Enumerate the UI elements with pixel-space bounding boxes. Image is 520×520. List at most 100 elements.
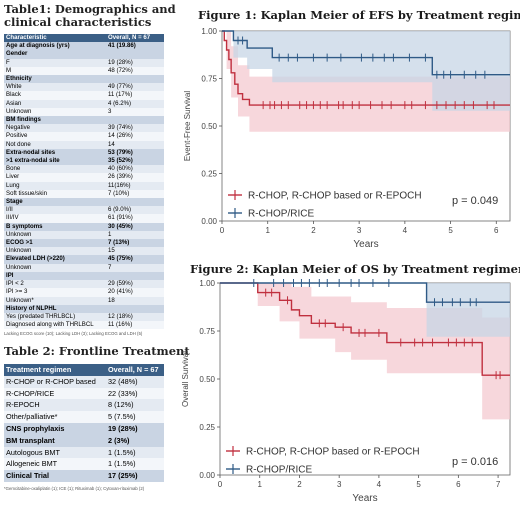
table1-row: Unknown 3 <box>4 107 164 117</box>
table1-row-label: IPI < 2 <box>4 280 106 289</box>
table1-row-value <box>106 50 164 59</box>
table2-row-value: 17 (25%) <box>106 470 164 482</box>
table1-row-label: Extra-nodal sites <box>4 148 106 158</box>
os-y-tick-label: 0.25 <box>199 423 215 432</box>
table1-row-label: Asian <box>4 99 106 108</box>
table2-row-label: Treatment regimen <box>4 364 106 376</box>
os-ci-band-blue <box>220 283 510 337</box>
table1-row: Yes (predated THRLBCL) 12 (18%) <box>4 312 164 322</box>
table1-row: B symptoms 30 (45%) <box>4 222 164 231</box>
table1-row-label: Stage <box>4 198 106 207</box>
table1-row-label: Ethnicity <box>4 75 106 84</box>
table1-title-line2: clinical characteristics <box>4 15 152 29</box>
table2-title: Table 2: Frontline Treatment <box>4 344 190 358</box>
table2-row: R-CHOP or R-CHOP based 32 (48%) <box>4 375 164 388</box>
table1-row-value: Overall, N = 67 <box>106 34 164 43</box>
table1-row-value: 7 <box>106 263 164 272</box>
table1-row: III/IV 61 (91%) <box>4 214 164 223</box>
table2-row: Autologous BMT 1 (1.5%) <box>4 446 164 459</box>
table1-row: Extra-nodal sites 53 (79%) <box>4 148 164 158</box>
table1-row-label: Lung <box>4 181 106 190</box>
table1-row-value: 14 <box>106 140 164 149</box>
table1-row: I/II 6 (9.0%) <box>4 206 164 215</box>
efs-x-tick-label: 2 <box>311 226 316 235</box>
table1-row: Bone 40 (60%) <box>4 165 164 174</box>
table2-row-label: Other/palliative* <box>4 411 106 423</box>
table1-row: Unknown 7 <box>4 263 164 272</box>
table2-row-value: Overall, N = 67 <box>106 364 164 376</box>
table1-row-value: 7 (10%) <box>106 189 164 199</box>
table1-row: Unknown 15 <box>4 247 164 256</box>
table2-row-value: 5 (7.5%) <box>106 411 164 423</box>
os-x-tick-label: 1 <box>257 480 262 489</box>
table2-row-value: 8 (12%) <box>106 399 164 412</box>
table2-row-label: CNS prophylaxis <box>4 422 106 435</box>
efs-line-red <box>222 30 510 106</box>
table1-row-value <box>106 116 164 125</box>
table1-row-label: Unknown <box>4 107 106 117</box>
table2-row-value: 1 (1.5%) <box>106 458 164 471</box>
table2-row: Clinical Trial 17 (25%) <box>4 470 164 482</box>
table1-row-value: 45 (75%) <box>106 255 164 264</box>
table1-row-value <box>106 271 164 281</box>
table1-row-value: 3 <box>106 107 164 117</box>
table1-row-label: Characteristic <box>4 34 106 43</box>
os-y-tick-label: 0.50 <box>199 375 215 384</box>
table1-row: Negative 39 (74%) <box>4 124 164 133</box>
table1-row-value: 39 (74%) <box>106 124 164 133</box>
table1-row-value: 1 <box>106 230 164 240</box>
table1-row-label: History of NLPHL <box>4 304 106 313</box>
table1-row: >1 extra-nodal site 35 (52%) <box>4 157 164 166</box>
table1-row-value: 40 (60%) <box>106 165 164 174</box>
efs-y-tick-label: 1.00 <box>201 27 217 36</box>
os-x-axis-label: Years <box>352 493 377 504</box>
table2-row: Treatment regimen Overall, N = 67 <box>4 364 164 376</box>
table1-row-label: IPI <box>4 271 106 281</box>
table1-row-label: III/IV <box>4 214 106 223</box>
table2-row-label: R-EPOCH <box>4 399 106 412</box>
table1-row-value <box>106 198 164 207</box>
efs-legend-label-blue: R-CHOP/RICE <box>248 209 314 220</box>
table1-row-label: Unknown <box>4 247 106 256</box>
table2-row: R-CHOP/RICE 22 (33%) <box>4 387 164 400</box>
table1-row: Liver 26 (39%) <box>4 173 164 182</box>
table1-row-value: 53 (79%) <box>106 148 164 158</box>
table1-row-label: F <box>4 58 106 67</box>
table1-row-value: 48 (72%) <box>106 66 164 76</box>
table1-row-label: Diagnosed along with THRLBCL <box>4 321 106 330</box>
table1-row-label: Age at diagnosis (yrs) <box>4 42 106 51</box>
os-x-tick-label: 6 <box>456 480 461 489</box>
table1-row-value: 29 (59%) <box>106 280 164 289</box>
os-y-axis-label: Overall Survival <box>181 351 190 407</box>
table1-row-value: 49 (77%) <box>106 83 164 92</box>
table1-row-value: 6 (9.0%) <box>106 206 164 215</box>
table1-row-value: 41 (19.86) <box>106 42 164 51</box>
table1-row-value <box>106 304 164 313</box>
table1-row: IPI <box>4 271 164 281</box>
table1-row: Lung 11(16%) <box>4 181 164 190</box>
table1-row: M 48 (72%) <box>4 66 164 76</box>
table1-row: BM findings <box>4 116 164 125</box>
table1-row: Positive 14 (26%) <box>4 132 164 141</box>
table2-row-value: 19 (28%) <box>106 422 164 435</box>
table1-row-label: Soft tissue/skin <box>4 189 106 199</box>
efs-y-tick-label: 0.25 <box>201 170 217 179</box>
efs-x-tick-label: 4 <box>403 226 408 235</box>
table1-row-label: Liver <box>4 173 106 182</box>
os-x-tick-label: 7 <box>496 480 501 489</box>
table2-row: Other/palliative* 5 (7.5%) <box>4 411 164 423</box>
table2-row-label: R-CHOP or R-CHOP based <box>4 375 106 388</box>
table1-row-label: Unknown <box>4 263 106 272</box>
table1-row: Black 11 (17%) <box>4 91 164 100</box>
table2-row: R-EPOCH 8 (12%) <box>4 399 164 412</box>
table1-row-value: 11 (17%) <box>106 91 164 100</box>
table2-row-label: BM transplant <box>4 434 106 447</box>
table1-row-label: I/II <box>4 206 106 215</box>
treatment-table: Treatment regimen Overall, N = 67 R-CHOP o… <box>4 364 164 482</box>
efs-p-value: p = 0.049 <box>452 195 498 207</box>
table1-row-value: 15 <box>106 247 164 256</box>
table1-row-value: 7 (13%) <box>106 239 164 248</box>
table1-row: Characteristic Overall, N = 67 <box>4 34 164 43</box>
table1-row-label: B symptoms <box>4 222 106 231</box>
